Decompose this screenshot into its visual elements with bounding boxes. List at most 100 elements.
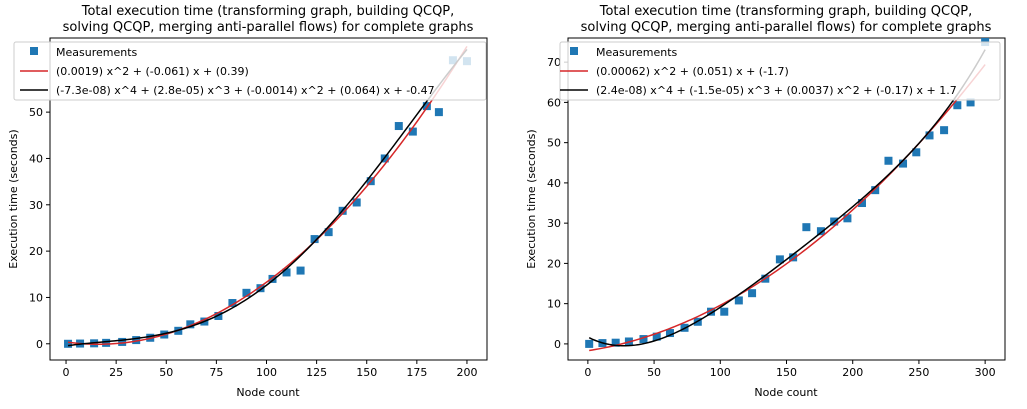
x-axis-label: Node count: [754, 386, 818, 399]
legend-marker-measurements: [30, 47, 38, 55]
y-tick-label: 30: [29, 199, 43, 212]
y-tick-label: 70: [547, 56, 561, 69]
legend-label-quadratic-fit: (0.0019) x^2 + (-0.061) x + (0.39): [56, 65, 249, 78]
data-point: [324, 228, 333, 237]
y-tick-label: 20: [29, 245, 43, 258]
x-tick-label: 200: [456, 366, 477, 379]
data-point: [734, 296, 743, 305]
data-point: [242, 288, 251, 297]
plot-area: [49, 37, 488, 361]
data-point: [310, 235, 319, 244]
data-point: [857, 199, 866, 208]
data-point: [652, 332, 661, 341]
data-point: [132, 336, 141, 345]
y-tick-label: 50: [547, 137, 561, 150]
legend-marker-measurements: [570, 47, 578, 55]
data-point: [816, 227, 825, 236]
x-tick-label: 0: [584, 366, 591, 379]
tick-layer: 0 50 100 150 200 250 300 0 10 20 30 40 50 60 70: [547, 56, 996, 379]
data-point: [228, 299, 237, 308]
y-tick-label: 0: [36, 338, 43, 351]
data-point: [665, 329, 674, 338]
data-point: [748, 289, 757, 298]
y-tick-label: 40: [29, 152, 43, 165]
x-tick-label: 150: [356, 366, 377, 379]
quartic-fit-line: [67, 48, 468, 347]
legend-box: [13, 41, 487, 101]
legend: Measurements (0.0019) x^2 + (-0.061) x +…: [13, 41, 487, 101]
data-point: [64, 339, 73, 348]
y-tick-label: 10: [29, 291, 43, 304]
data-point: [720, 307, 729, 316]
x-tick-label: 150: [776, 366, 797, 379]
x-tick-label: 200: [842, 366, 863, 379]
quadratic-fit-line: [589, 64, 986, 352]
data-point: [966, 98, 975, 107]
y-tick-label: 10: [547, 298, 561, 311]
chart-left: Total execution time (transforming graph…: [7, 4, 488, 399]
data-point: [802, 223, 811, 232]
y-tick-label: 0: [554, 338, 561, 351]
x-tick-label: 50: [647, 366, 661, 379]
data-point: [707, 307, 716, 316]
y-axis-label: Execution time (seconds): [525, 129, 538, 268]
data-point: [940, 126, 949, 135]
data-point: [585, 339, 594, 348]
x-tick-label: 50: [159, 366, 173, 379]
data-point: [925, 131, 934, 140]
chart-title-line-2: solving QCQP, merging anti-parallel flow…: [581, 20, 992, 35]
x-tick-label: 100: [710, 366, 731, 379]
data-point: [408, 127, 417, 136]
x-axis-label: Node count: [236, 386, 300, 399]
data-point: [422, 102, 431, 111]
data-point: [118, 337, 127, 346]
data-point: [352, 198, 361, 207]
data-point: [282, 268, 291, 277]
chart-right: Total execution time (transforming graph…: [525, 4, 1006, 399]
y-tick-label: 40: [547, 177, 561, 190]
data-point: [884, 156, 893, 165]
y-tick-label: 60: [547, 96, 561, 109]
y-tick-label: 20: [547, 257, 561, 270]
data-point: [953, 101, 962, 110]
data-point: [843, 214, 852, 223]
data-point: [296, 266, 305, 275]
y-axis-label: Execution time (seconds): [7, 129, 20, 268]
x-tick-label: 0: [63, 366, 70, 379]
x-tick-label: 75: [209, 366, 223, 379]
data-point: [871, 186, 880, 195]
tick-layer: 0 25 50 75 100 125 150 175 200 0 10 20 30 40 50: [29, 106, 477, 379]
legend-label-quadratic-fit: (0.00062) x^2 + (0.051) x + (-1.7): [596, 65, 789, 78]
chart-title-line-1: Total execution time (transforming graph…: [599, 4, 973, 19]
y-tick-label: 50: [29, 106, 43, 119]
quadratic-fit-line: [67, 45, 468, 346]
x-tick-label: 175: [406, 366, 427, 379]
data-point: [268, 274, 277, 283]
x-tick-label: 100: [256, 366, 277, 379]
legend-label-quartic-fit: (2.4e-08) x^4 + (-1.5e-05) x^3 + (0.0037…: [596, 84, 957, 97]
x-tick-label: 125: [306, 366, 327, 379]
chart-title-line-2: solving QCQP, merging anti-parallel flow…: [63, 20, 474, 35]
data-point: [912, 148, 921, 157]
data-point: [102, 338, 111, 347]
y-tick-label: 30: [547, 217, 561, 230]
data-point: [899, 159, 908, 168]
x-tick-label: 25: [109, 366, 123, 379]
legend-label-quartic-fit: (-7.3e-08) x^4 + (2.8e-05) x^3 + (-0.001…: [56, 84, 435, 97]
data-point: [394, 122, 403, 131]
data-point: [611, 338, 620, 347]
chart-title-line-1: Total execution time (transforming graph…: [81, 4, 455, 19]
data-point: [186, 320, 195, 329]
data-point: [434, 108, 443, 117]
legend-label-measurements: Measurements: [596, 46, 678, 59]
data-point: [789, 253, 798, 262]
legend-label-measurements: Measurements: [56, 46, 138, 59]
x-tick-label: 250: [908, 366, 929, 379]
data-point: [256, 284, 265, 293]
data-point: [639, 335, 648, 344]
x-tick-label: 300: [975, 366, 996, 379]
quartic-fit-line: [588, 49, 986, 347]
data-point: [775, 255, 784, 264]
legend: Measurements (0.00062) x^2 + (0.051) x +…: [559, 41, 1001, 101]
